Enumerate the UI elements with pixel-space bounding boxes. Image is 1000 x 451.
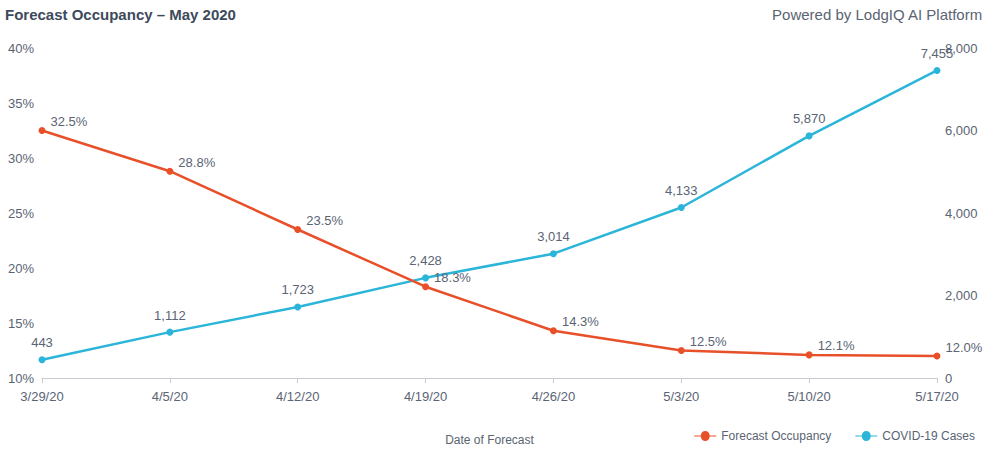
svg-text:6,000: 6,000 [945,123,978,138]
svg-text:18.3%: 18.3% [434,270,471,285]
svg-text:15%: 15% [8,316,34,331]
svg-text:5/17/20: 5/17/20 [915,389,958,404]
svg-text:8,000: 8,000 [945,40,978,56]
svg-text:Powered by LodgIQ AI Platform: Powered by LodgIQ AI Platform [772,6,982,23]
svg-text:3,014: 3,014 [537,229,570,244]
svg-text:28.8%: 28.8% [178,155,215,170]
svg-text:12.0%: 12.0% [946,340,983,355]
svg-text:Date of Forecast: Date of Forecast [445,433,534,447]
svg-text:14.3%: 14.3% [562,314,599,329]
svg-text:1,112: 1,112 [154,308,186,323]
svg-text:25%: 25% [8,206,34,221]
svg-text:10%: 10% [8,371,34,386]
svg-text:12.5%: 12.5% [690,334,727,349]
svg-text:5,870: 5,870 [793,111,826,126]
svg-text:4,133: 4,133 [665,183,698,198]
svg-text:5/10/20: 5/10/20 [787,389,830,404]
svg-text:5/3/20: 5/3/20 [663,389,699,404]
svg-text:40%: 40% [8,41,34,56]
svg-text:4/26/20: 4/26/20 [532,389,575,404]
svg-text:2,428: 2,428 [409,253,442,268]
svg-text:4/5/20: 4/5/20 [152,389,188,404]
svg-text:3/29/20: 3/29/20 [20,389,63,404]
svg-text:Forecast Occupancy: Forecast Occupancy [721,429,831,443]
svg-text:443: 443 [31,335,53,350]
svg-text:4/12/20: 4/12/20 [276,389,319,404]
svg-text:20%: 20% [8,261,34,276]
svg-text:35%: 35% [8,96,34,111]
svg-text:4/19/20: 4/19/20 [404,389,447,404]
svg-text:2,000: 2,000 [945,288,978,303]
svg-text:COVID-19 Cases: COVID-19 Cases [882,429,975,443]
svg-text:32.5%: 32.5% [51,114,88,129]
svg-text:4,000: 4,000 [945,206,978,221]
svg-text:7,455: 7,455 [921,46,954,61]
svg-text:Forecast Occupancy – May 2020: Forecast Occupancy – May 2020 [5,6,236,23]
svg-text:12.1%: 12.1% [818,338,855,353]
svg-text:0: 0 [945,371,952,386]
svg-text:1,723: 1,723 [281,282,314,297]
svg-text:30%: 30% [8,151,34,166]
svg-text:23.5%: 23.5% [306,213,343,228]
